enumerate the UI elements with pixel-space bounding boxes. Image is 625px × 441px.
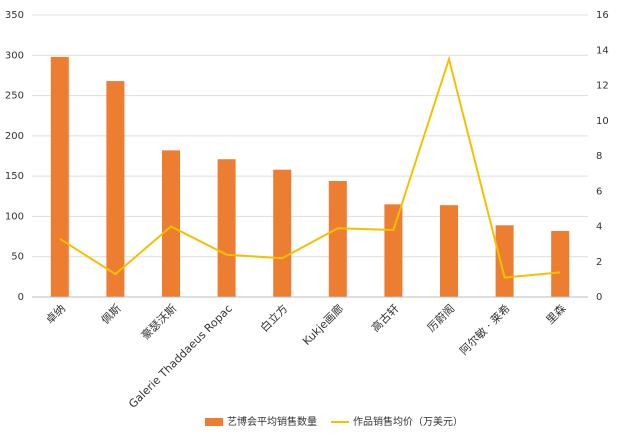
y2-tick-label: 0 bbox=[596, 292, 602, 303]
bar bbox=[50, 56, 69, 298]
y-tick-label: 250 bbox=[5, 91, 24, 102]
bar bbox=[440, 205, 458, 297]
y-tick-label: 100 bbox=[5, 211, 24, 222]
y-tick-label: 200 bbox=[5, 131, 24, 142]
bar bbox=[551, 230, 570, 297]
bar bbox=[106, 81, 125, 297]
bar bbox=[495, 225, 514, 297]
legend-swatch bbox=[205, 418, 223, 426]
y2-tick-label: 6 bbox=[596, 186, 602, 197]
y2-tick-label: 4 bbox=[596, 222, 602, 233]
y-tick-label: 50 bbox=[11, 252, 24, 263]
y2-tick-label: 8 bbox=[596, 151, 602, 162]
x-tick-label: 佩斯 bbox=[98, 301, 123, 326]
y2-tick-label: 12 bbox=[596, 81, 609, 92]
x-tick-label: 厉蔚阁 bbox=[424, 301, 457, 334]
bar bbox=[384, 204, 403, 297]
bar bbox=[162, 150, 180, 297]
legend-label: 作品销售均价（万美元） bbox=[353, 415, 463, 428]
y2-tick-label: 2 bbox=[596, 257, 602, 268]
x-tick-label: 阿尔敏 · 莱希 bbox=[457, 301, 513, 357]
y-tick-label: 0 bbox=[18, 292, 24, 303]
y-tick-label: 150 bbox=[5, 171, 24, 182]
legend-label: 艺博会平均销售数量 bbox=[227, 415, 317, 428]
x-tick-label: 里森 bbox=[543, 301, 568, 326]
x-tick-label: Kukje画廊 bbox=[299, 301, 346, 348]
bar bbox=[328, 180, 347, 297]
bar bbox=[217, 159, 236, 297]
y2-tick-label: 16 bbox=[596, 10, 609, 21]
x-tick-label: 白立方 bbox=[257, 301, 290, 334]
y-tick-label: 300 bbox=[5, 50, 24, 61]
line bbox=[59, 55, 561, 279]
x-tick-label: 豪瑟沃斯 bbox=[138, 301, 179, 342]
x-tick-label: 卓纳 bbox=[43, 302, 68, 327]
y2-tick-label: 14 bbox=[596, 45, 609, 56]
bar bbox=[273, 169, 292, 297]
y-tick-label: 350 bbox=[5, 10, 24, 21]
x-tick-label: Galerie Thaddaeus Ropac bbox=[126, 302, 235, 411]
y2-tick-label: 10 bbox=[596, 116, 609, 127]
x-tick-label: 高古轩 bbox=[368, 301, 401, 334]
